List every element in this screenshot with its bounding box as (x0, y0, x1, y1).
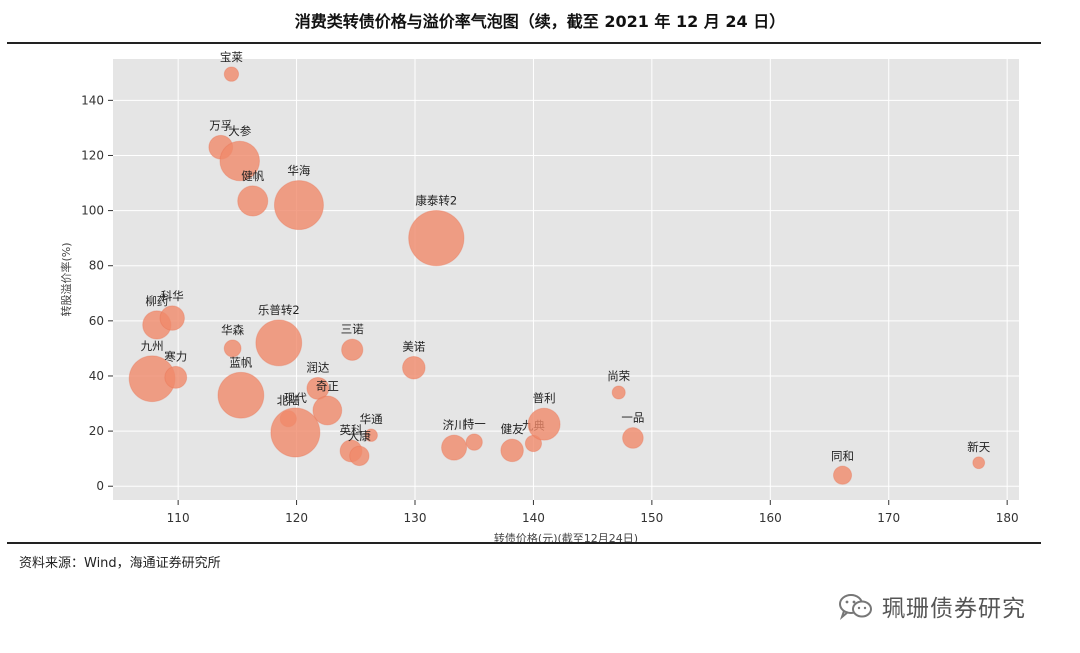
x-tick-label: 160 (759, 511, 782, 525)
bubble-特一 (465, 433, 483, 451)
bubble-label: 华通 (360, 412, 383, 426)
bubble-label: 济川 (443, 418, 466, 432)
bubble-大康 (349, 445, 370, 467)
bubble-label: 健帆 (241, 169, 264, 183)
y-tick-label: 140 (81, 93, 104, 107)
y-tick-label: 40 (89, 369, 104, 383)
bubble-label: 万孚 (209, 118, 232, 132)
bubble-label: 一品 (621, 411, 644, 425)
bubble-普利 (527, 407, 561, 441)
bubble-一品 (622, 427, 644, 449)
bubble-label: 科华 (161, 289, 184, 303)
x-tick-label: 150 (640, 511, 663, 525)
bubble-尚荣 (611, 385, 626, 400)
bubble-label: 新天 (967, 440, 990, 454)
bubble-奇正 (312, 395, 343, 426)
bubble-label: 乐普转2 (258, 303, 300, 317)
y-tick-label: 20 (89, 424, 104, 438)
y-tick-label: 60 (89, 314, 104, 328)
bubble-label: 大康 (348, 429, 371, 443)
bubble-大参 (219, 140, 260, 182)
bubble-润达 (306, 376, 330, 400)
bubble-科华 (159, 305, 185, 331)
chart-title: 消费类转债价格与溢价率气泡图（续，截至 2021 年 12 月 24 日） (294, 12, 786, 31)
x-axis-label: 转债价格(元)(截至12月24日) (494, 531, 638, 545)
bubble-label: 普利 (533, 391, 556, 405)
bubble-label: 华海 (287, 164, 310, 178)
wechat-icon (839, 594, 872, 620)
bubble-label: 九州 (141, 339, 164, 353)
bubble-现代 (270, 407, 321, 458)
bubble-label: 蓝帆 (229, 355, 252, 369)
bubble-label: 润达 (306, 360, 329, 374)
bubble-宝莱 (223, 66, 240, 82)
bubble-同和 (832, 465, 853, 485)
bubble-健友 (500, 438, 524, 463)
y-tick-label: 80 (89, 259, 104, 273)
x-tick-label: 140 (522, 511, 545, 525)
bubble-康泰转2 (408, 210, 465, 267)
bottom-rule (7, 542, 1041, 544)
bubble-label: 三诺 (341, 322, 364, 336)
bubble-label: 华森 (221, 323, 244, 337)
bubble-华森 (223, 339, 242, 358)
bubble-label: 柳药 (145, 294, 168, 308)
bubble-label: 奇正 (316, 379, 339, 393)
x-tick-label: 170 (877, 511, 900, 525)
bubble-label: 康泰转2 (415, 194, 457, 208)
x-tick-label: 130 (404, 511, 427, 525)
bubble-label: 尚荣 (607, 369, 630, 383)
bubble-美诺 (402, 355, 426, 380)
bubble-label: 美诺 (402, 339, 425, 353)
y-axis-label: 转股溢价率(%) (59, 242, 73, 316)
x-tick-label: 110 (167, 511, 190, 525)
y-tick-label: 120 (81, 148, 104, 162)
bubble-label: 特一 (463, 417, 486, 431)
plot-area (113, 59, 1019, 500)
x-tick-label: 180 (996, 511, 1019, 525)
bubble-label: 现代 (284, 391, 307, 405)
x-tick-label: 120 (285, 511, 308, 525)
bubble-蓝帆 (217, 371, 265, 419)
bubble-华海 (273, 180, 324, 231)
bubble-label: 健友 (501, 422, 524, 436)
bubble-label: 英科 (340, 423, 363, 437)
bubble-寒力 (164, 365, 188, 389)
bubble-三诺 (341, 338, 364, 361)
source-note: 资料来源：Wind，海通证券研究所 (19, 556, 221, 571)
bubble-label: 同和 (831, 449, 854, 463)
y-tick-label: 0 (96, 479, 104, 493)
bubble-健帆 (237, 185, 269, 217)
bubble-label: 宝莱 (220, 50, 243, 64)
bubble-华通 (364, 428, 378, 442)
top-rule (7, 42, 1041, 44)
bubble-label: 寒力 (164, 349, 187, 363)
bubble-label: 北陆 (277, 394, 300, 408)
y-tick-label: 100 (81, 204, 104, 218)
bubble-乐普转2 (255, 319, 303, 367)
watermark-text: 珮珊债券研究 (882, 596, 1026, 622)
bubble-label: 大参 (228, 124, 251, 138)
watermark: 珮珊债券研究 (838, 590, 1026, 622)
bubble-新天 (972, 456, 986, 470)
bubble-济川 (441, 434, 468, 461)
